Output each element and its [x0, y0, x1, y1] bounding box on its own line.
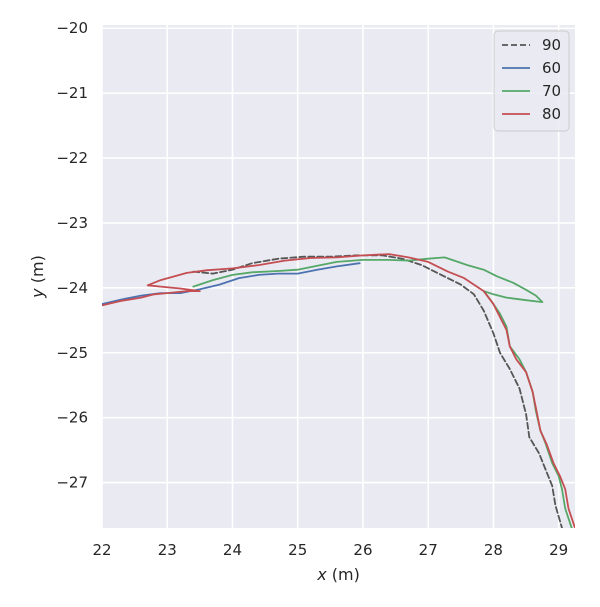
series-line-80: [102, 253, 575, 528]
legend-label-60: 60: [542, 59, 561, 77]
y-tick-label: −25: [56, 344, 88, 362]
y-tick-label: −26: [56, 409, 88, 427]
series-lines: [102, 253, 575, 528]
y-tick-label: −22: [56, 149, 88, 167]
y-tick-label: −21: [56, 84, 88, 102]
x-tick-label: 28: [484, 541, 503, 559]
series-line-60: [102, 262, 361, 306]
x-axis-label-unit: (m): [327, 565, 360, 584]
x-tick-label: 22: [92, 541, 111, 559]
y-tick-label: −24: [56, 279, 88, 297]
y-tick-label: −27: [56, 474, 88, 492]
x-tick-label: 29: [549, 541, 568, 559]
legend-label-80: 80: [542, 105, 561, 123]
x-axis-label-var: x: [316, 565, 327, 584]
series-line-90: [192, 254, 563, 528]
x-tick-label: 25: [288, 541, 307, 559]
x-tick-label: 23: [158, 541, 177, 559]
legend: 90 60 70 80: [493, 30, 570, 132]
x-tick-label: 26: [353, 541, 372, 559]
y-tick-label: −20: [56, 19, 88, 37]
grid: [101, 25, 575, 528]
y-axis-label-unit: (m): [28, 255, 47, 288]
legend-label-70: 70: [542, 82, 561, 100]
x-tick-label: 27: [419, 541, 438, 559]
y-axis-label: y (m): [28, 255, 47, 299]
legend-box: [493, 30, 570, 132]
x-tick-label: 24: [223, 541, 242, 559]
legend-label-90: 90: [542, 36, 561, 54]
x-axis-label: x (m): [316, 565, 360, 584]
y-tick-label: −23: [56, 214, 88, 232]
y-tick-labels: −20 −21 −22 −23 −24 −25 −26 −27: [56, 19, 88, 491]
y-axis-label-var: y: [28, 288, 47, 299]
x-tick-labels: 22 23 24 25 26 27 28 29: [92, 541, 568, 559]
